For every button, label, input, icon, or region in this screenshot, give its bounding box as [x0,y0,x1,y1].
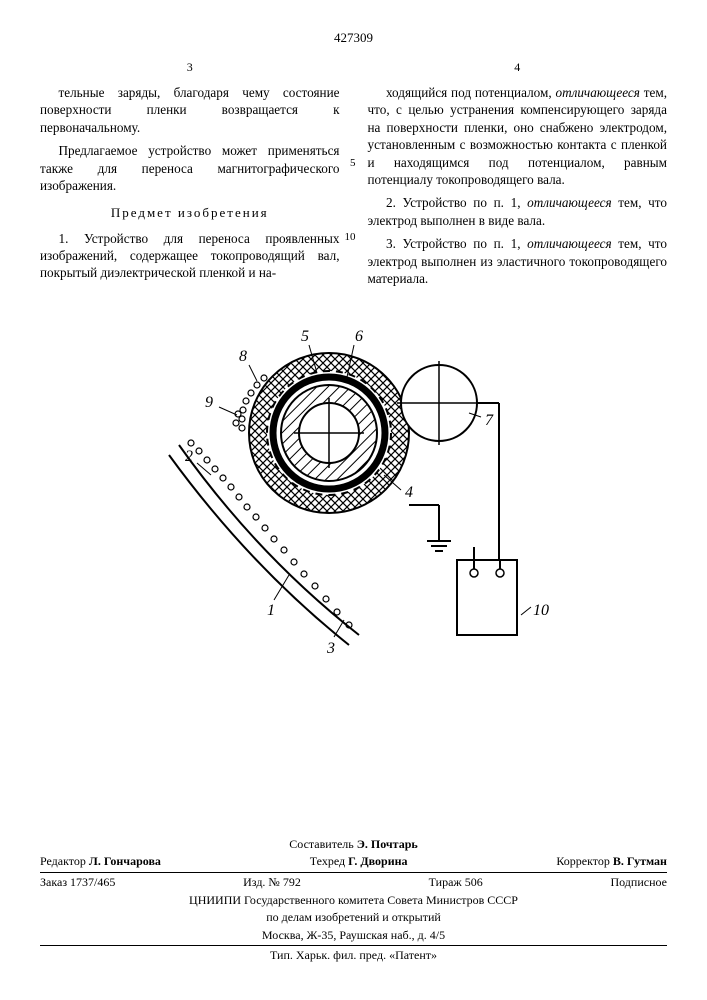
section-heading: Предмет изобретения [40,204,340,221]
label-4: 4 [405,484,413,501]
label-10: 10 [533,602,549,619]
figure-svg: 1 2 3 4 5 6 7 8 9 10 [139,315,569,675]
right-p1: ходящийся под потенциалом, отличающееся … [368,84,668,189]
right-p2: 2. Устройство по п. 1, отличающееся тем,… [368,194,668,229]
right-p2-em: отличающееся [527,195,611,210]
footer: Составитель Э. Почтарь Редактор Л. Гонча… [40,835,667,966]
label-9: 9 [205,394,213,411]
label-8: 8 [239,348,247,365]
document-number: 427309 [40,30,667,46]
order: Заказ 1737/465 [40,875,115,891]
label-2: 2 [185,448,193,465]
compiler-label: Составитель [289,837,353,851]
label-5: 5 [301,328,309,345]
org1: ЦНИИПИ Государственного комитета Совета … [40,893,667,909]
left-p2: Предлагаемое устройство может применятьс… [40,142,340,194]
right-p1-a: ходящийся под потенциалом, [386,85,556,100]
editor-name: Л. Гончарова [89,854,161,868]
left-p3: 1. Устройство для переноса проявленных и… [40,230,340,282]
page: 427309 3 тельные заряды, благодаря чему … [0,0,707,1000]
corrector-name: В. Гутман [613,854,667,868]
tech-name: Г. Дворина [348,854,407,868]
address: Москва, Ж-35, Раушская наб., д. 4/5 [40,928,667,944]
label-7: 7 [485,412,494,429]
right-p2-a: 2. Устройство по п. 1, [386,195,527,210]
label-3: 3 [326,640,335,657]
box-10 [457,560,517,635]
label-6: 6 [355,328,363,345]
left-p2-text: Предлагаемое устройство может применятьс… [40,143,340,193]
left-p1: тельные заряды, благодаря чему состояние… [40,84,340,136]
right-p3-em: отличающееся [527,236,611,251]
tirazh: Тираж 506 [429,875,483,891]
left-p3-text: 1. Устройство для переноса проявленных и… [40,231,340,281]
figure: 1 2 3 4 5 6 7 8 9 10 [40,315,667,680]
right-p1-em: отличающееся [555,85,639,100]
label-1: 1 [267,602,275,619]
compiler-name: Э. Почтарь [357,837,418,851]
right-p3-a: 3. Устройство по п. 1, [386,236,527,251]
left-column-number: 3 [40,60,340,76]
podpisnoe: Подписное [610,875,667,891]
right-p3: 3. Устройство по п. 1, отличающееся тем,… [368,235,668,287]
editor-label: Редактор [40,854,86,868]
line-marker-10: 10 [326,230,355,245]
tech-label: Техред [310,854,345,868]
typography: Тип. Харьк. фил. пред. «Патент» [40,948,667,964]
corrector-label: Корректор [556,854,610,868]
line-marker-5: 5 [332,156,356,171]
left-column: 3 тельные заряды, благодаря чему состоян… [40,60,340,293]
text-columns: 3 тельные заряды, благодаря чему состоян… [40,60,667,293]
izd: Изд. № 792 [243,875,301,891]
org2: по делам изобретений и открытий [40,910,667,926]
right-column: 4 ходящийся под потенциалом, отличающеес… [368,60,668,293]
right-p1-b: тем, что, с целью устранения компенсирую… [368,85,668,187]
right-column-number: 4 [368,60,668,76]
